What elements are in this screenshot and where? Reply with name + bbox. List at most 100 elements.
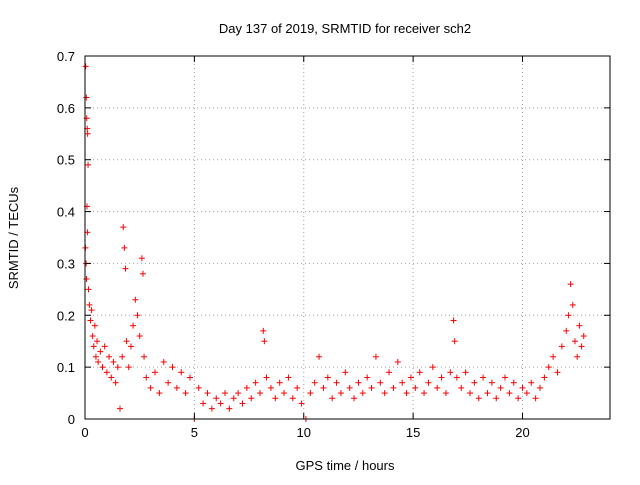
- data-point: [438, 374, 445, 381]
- data-point: [532, 395, 539, 402]
- grid-layer: [85, 56, 610, 419]
- data-point: [447, 369, 454, 376]
- data-point: [97, 348, 104, 355]
- data-point: [386, 369, 393, 376]
- chart-title: Day 137 of 2019, SRMTID for receiver sch…: [219, 21, 471, 36]
- data-point: [333, 379, 340, 386]
- data-point: [156, 390, 163, 397]
- data-point: [143, 374, 150, 381]
- data-point: [351, 395, 358, 402]
- data-point: [108, 374, 115, 381]
- data-point: [178, 369, 185, 376]
- data-point: [114, 364, 121, 371]
- data-point: [346, 384, 353, 391]
- y-tick-label: 0.7: [57, 49, 75, 64]
- data-point: [390, 384, 397, 391]
- data-point: [127, 343, 134, 350]
- data-point: [130, 322, 137, 329]
- data-point: [569, 301, 576, 308]
- data-point: [298, 400, 305, 407]
- data-point: [83, 94, 90, 101]
- y-tick-label: 0.6: [57, 101, 75, 116]
- data-point: [451, 338, 458, 345]
- data-point: [101, 343, 108, 350]
- data-point: [421, 390, 428, 397]
- data-point: [182, 390, 189, 397]
- data-point: [488, 379, 495, 386]
- data-point: [230, 395, 237, 402]
- data-point: [523, 390, 530, 397]
- data-point: [403, 390, 410, 397]
- data-point: [173, 384, 180, 391]
- data-point: [450, 317, 457, 324]
- data-point: [462, 369, 469, 376]
- data-point: [82, 63, 89, 70]
- data-point: [541, 374, 548, 381]
- x-tick-label: 5: [191, 425, 198, 440]
- data-point: [429, 364, 436, 371]
- points-layer: [82, 63, 587, 422]
- data-point: [337, 390, 344, 397]
- data-point: [112, 379, 119, 386]
- data-point: [88, 307, 95, 314]
- data-point: [576, 322, 583, 329]
- data-point: [381, 390, 388, 397]
- data-point: [160, 358, 167, 365]
- data-point: [364, 374, 371, 381]
- data-point: [372, 353, 379, 360]
- data-point: [89, 333, 96, 340]
- data-point: [475, 395, 482, 402]
- data-point: [281, 390, 288, 397]
- data-point: [320, 384, 327, 391]
- data-point: [565, 312, 572, 319]
- y-tick-label: 0.1: [57, 360, 75, 375]
- data-point: [257, 390, 263, 397]
- data-point: [480, 374, 487, 381]
- data-point: [147, 384, 154, 391]
- data-point: [528, 379, 535, 386]
- data-point: [84, 130, 91, 137]
- data-point: [87, 317, 94, 324]
- data-point: [497, 384, 504, 391]
- data-point: [519, 384, 526, 391]
- data-point: [139, 270, 146, 277]
- data-point: [239, 400, 246, 407]
- data-point: [243, 384, 250, 391]
- y-tick-label: 0.4: [57, 205, 75, 220]
- data-point: [90, 343, 97, 350]
- x-tick-label: 20: [515, 425, 529, 440]
- data-point: [434, 384, 441, 391]
- data-point: [272, 395, 279, 402]
- data-point: [355, 379, 362, 386]
- data-point: [120, 224, 127, 231]
- data-point: [85, 286, 92, 293]
- data-point: [580, 333, 587, 340]
- x-axis-label: GPS time / hours: [296, 458, 395, 473]
- data-point: [136, 333, 143, 340]
- data-point: [252, 379, 259, 386]
- data-point: [412, 384, 419, 391]
- data-point: [294, 384, 301, 391]
- data-point: [324, 374, 331, 381]
- data-point: [399, 379, 406, 386]
- data-point: [222, 390, 228, 397]
- data-point: [132, 296, 139, 303]
- data-point: [471, 379, 478, 386]
- data-point: [572, 338, 578, 345]
- data-point: [285, 374, 292, 381]
- data-point: [276, 379, 283, 386]
- data-point: [467, 390, 473, 397]
- data-point: [235, 390, 242, 397]
- data-point: [458, 384, 465, 391]
- data-point: [311, 379, 318, 386]
- data-point: [289, 395, 296, 402]
- data-point: [554, 369, 561, 376]
- y-tick-label: 0: [68, 412, 75, 427]
- y-axis-label: SRMTID / TECUs: [6, 186, 21, 289]
- data-point: [510, 379, 517, 386]
- data-point: [307, 390, 314, 397]
- data-point: [122, 265, 129, 272]
- data-point: [165, 379, 172, 386]
